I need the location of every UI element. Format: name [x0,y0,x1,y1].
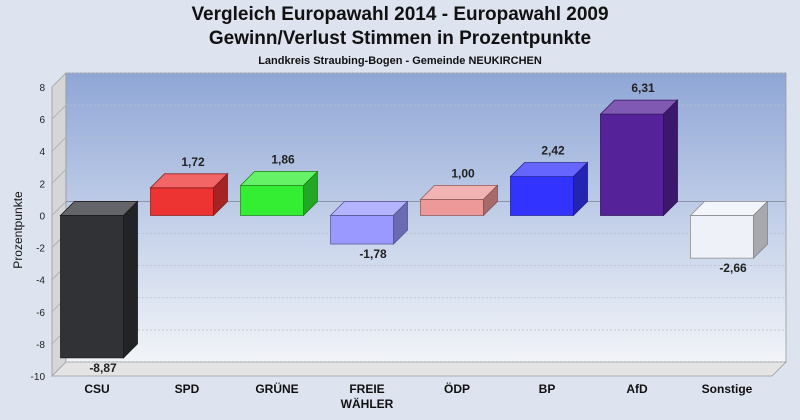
y-tick-label: 4 [39,147,45,158]
plot-floor [51,361,787,377]
bar-side [123,200,138,359]
bar-front [690,215,754,259]
y-tick-label: -8 [36,340,45,351]
bar [509,161,589,217]
gridline-side [51,201,67,216]
chart-subtitle: Gewinn/Verlust Stimmen in Prozentpunkte [208,28,592,49]
bar-side [213,172,228,217]
x-tick-label: FREIE WÄHLER [341,382,394,411]
y-tick-label: -2 [36,244,45,255]
bar [689,200,769,260]
bar [329,200,409,245]
bar [239,170,319,217]
data-label: 1,86 [271,153,295,167]
data-label: 2,42 [541,144,565,158]
bar-front [600,113,664,216]
bar-side [303,170,318,217]
bar-front [510,176,574,216]
bar-side [393,200,408,245]
gridline-side [51,136,67,152]
y-tick-label: -10 [31,372,46,383]
y-tick-label: -6 [36,308,45,319]
data-label: 6,31 [631,81,655,95]
x-tick-label: SPD [175,382,200,396]
chart-title: Vergleich Europawahl 2014 - Europawahl 2… [191,4,609,25]
x-tick-label: ÖDP [444,381,470,396]
y-tick-label: 2 [39,179,45,190]
data-label: 1,72 [181,155,205,169]
bar [599,99,679,217]
bar [419,184,499,217]
bar-front [60,215,124,359]
data-label: 1,00 [451,166,475,180]
x-tick-label: BP [539,382,556,396]
bar-side [753,200,768,260]
x-tick-label: AfD [626,382,648,396]
y-tick-label: 0 [39,211,45,222]
y-tick-label: 6 [39,115,45,126]
data-label: -2,66 [719,261,747,275]
plot-back-wall [65,72,787,363]
bar-side [573,161,588,217]
x-tick-label: CSU [84,382,109,396]
chart-subsubtitle: Landkreis Straubing-Bogen - Gemeinde NEU… [258,55,542,67]
x-tick-label: GRÜNE [255,381,298,396]
bar-front [330,215,394,245]
bar-front [240,185,304,216]
bar-front [420,198,484,216]
data-label: -8,87 [89,361,117,375]
gridline-side [51,361,67,377]
bar [149,172,229,217]
x-tick-label: Sonstige [702,382,753,396]
bar-side [663,99,678,217]
bar-side [483,184,498,217]
gridline-side [51,169,67,184]
bar-front [150,187,214,216]
bar [59,200,139,359]
gridline-side [51,104,67,120]
gridline-side [51,72,67,88]
y-tick-label: -4 [36,276,45,287]
y-axis-label: Prozentpunkte [11,191,25,269]
y-tick-label: 8 [39,83,45,94]
data-label: -1,78 [359,247,387,261]
